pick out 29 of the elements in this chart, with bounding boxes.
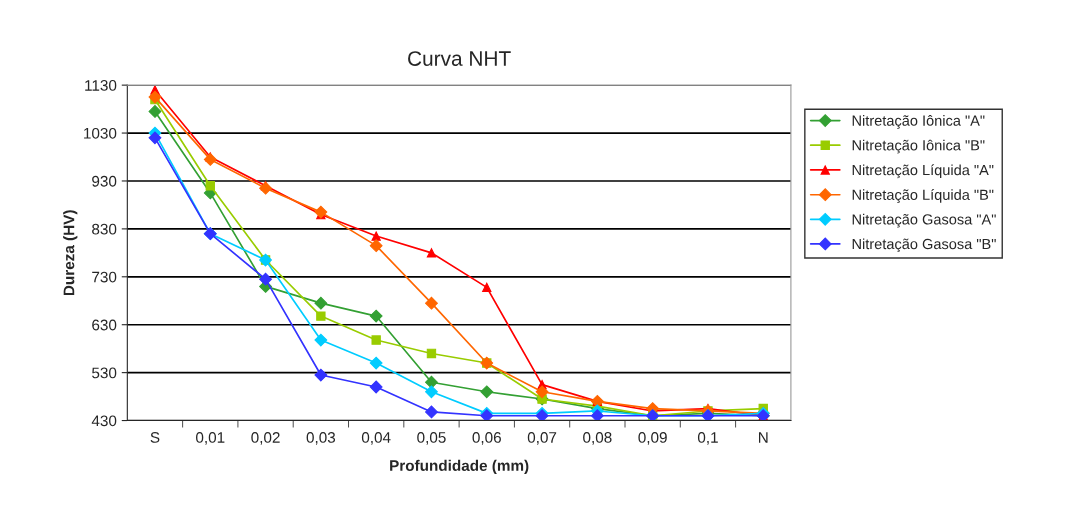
- x-tick-label: 0,06: [472, 432, 501, 445]
- y-tick-label: 930: [92, 175, 117, 187]
- x-tick-label: 0,09: [638, 432, 667, 445]
- x-tick-label: 0,04: [361, 432, 391, 445]
- legend-label: Nitretação Iônica "B": [852, 139, 985, 154]
- x-tick-label: S: [150, 432, 160, 443]
- legend-label: Nitretação Líquida "B": [852, 189, 994, 203]
- y-tick-label: 530: [92, 367, 117, 379]
- y-tick-label: 1130: [85, 80, 117, 91]
- y-tick-label: 730: [92, 271, 117, 283]
- x-tick-label: 0,08: [583, 432, 612, 445]
- x-tick-label: 0,07: [527, 432, 557, 445]
- y-tick-label: 630: [92, 319, 117, 331]
- x-tick-label: 0,01: [196, 432, 225, 445]
- x-tick-label: 0,1: [697, 432, 718, 445]
- y-axis-title: Dureza (HV): [63, 210, 78, 296]
- legend-label: Nitretação Gasosa "A": [852, 213, 996, 228]
- y-tick-label: 830: [92, 223, 117, 235]
- y-tick-label: 1030: [84, 127, 117, 139]
- chart-title: Curva NHT: [408, 51, 511, 66]
- legend-label: Nitretação Iônica "A": [852, 115, 985, 129]
- x-tick-label: 0,02: [251, 432, 280, 445]
- x-axis-title: Profundidade (mm): [390, 459, 529, 475]
- y-tick-label: 430: [91, 415, 117, 427]
- legend-label: Nitretação Gasosa "B": [852, 238, 996, 253]
- legend-label: Nitretação Líquida "A": [852, 164, 994, 179]
- x-tick-label: 0,05: [417, 432, 446, 445]
- x-tick-label: N: [758, 432, 768, 443]
- x-tick-label: 0,03: [306, 432, 336, 445]
